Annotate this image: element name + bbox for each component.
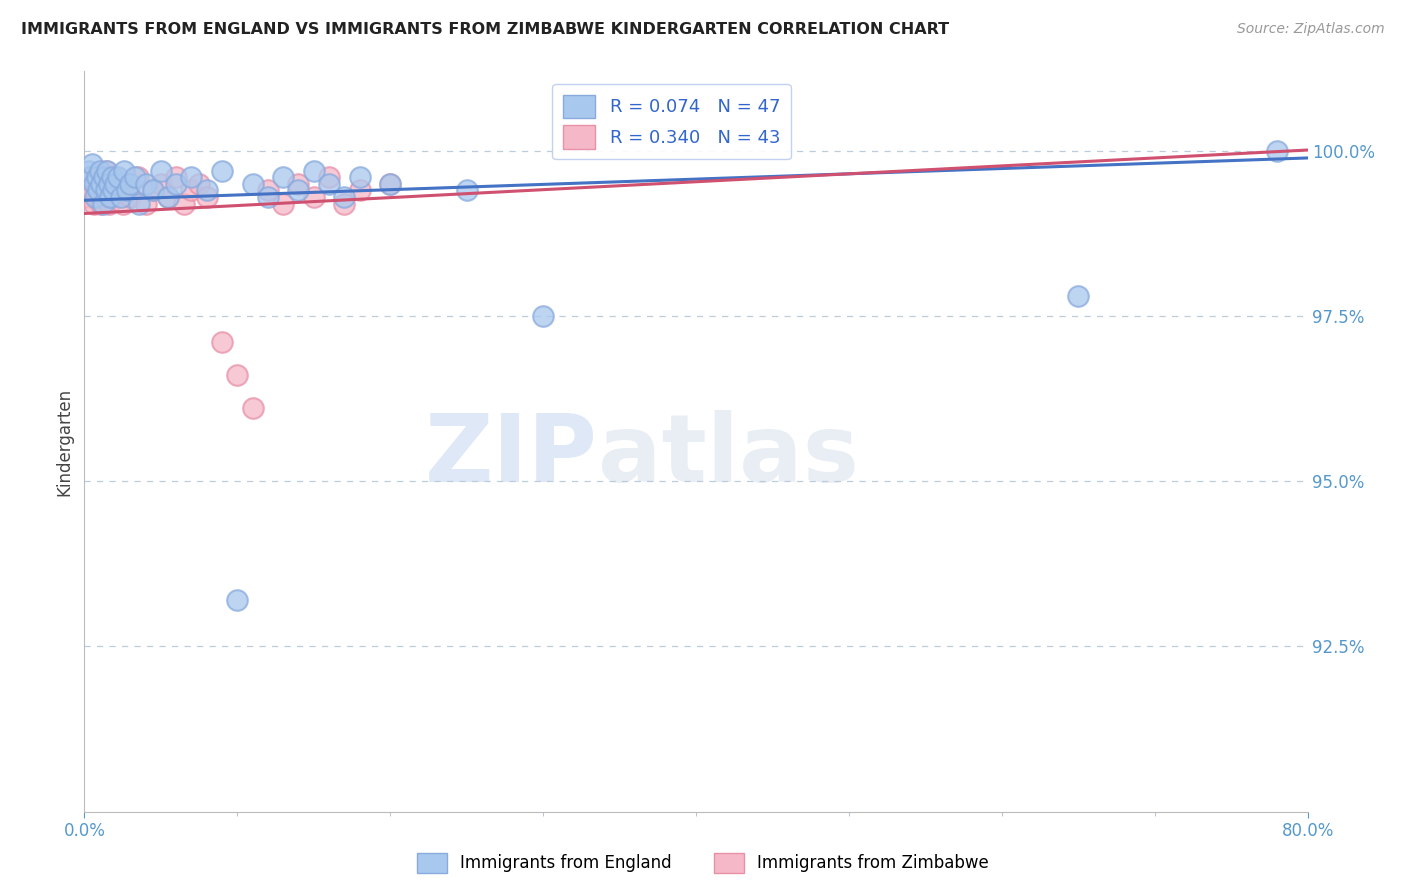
Point <box>80 183 103 197</box>
Point <box>128 196 150 211</box>
Point <box>149 163 172 178</box>
Text: ZIP: ZIP <box>425 410 598 502</box>
Point <box>103 183 125 197</box>
Point <box>302 163 325 178</box>
Point <box>93 170 115 185</box>
Point <box>287 177 309 191</box>
Point <box>211 163 233 178</box>
Point <box>149 177 172 191</box>
Point <box>157 190 180 204</box>
Point <box>157 190 180 204</box>
Point <box>195 183 218 197</box>
Point <box>98 190 121 204</box>
Point <box>107 183 129 197</box>
Legend: R = 0.074   N = 47, R = 0.340   N = 43: R = 0.074 N = 47, R = 0.340 N = 43 <box>553 84 792 160</box>
Point <box>380 177 402 191</box>
Point <box>101 170 124 185</box>
Point <box>188 177 211 191</box>
Point <box>115 183 138 197</box>
Point <box>112 163 135 178</box>
Point <box>87 170 110 185</box>
Point <box>98 177 121 191</box>
Point <box>107 170 129 185</box>
Point <box>127 170 149 185</box>
Point <box>93 190 115 204</box>
Text: IMMIGRANTS FROM ENGLAND VS IMMIGRANTS FROM ZIMBABWE KINDERGARTEN CORRELATION CHA: IMMIGRANTS FROM ENGLAND VS IMMIGRANTS FR… <box>21 22 949 37</box>
Point <box>94 183 117 197</box>
Point <box>287 183 309 197</box>
Point <box>90 177 112 191</box>
Point <box>349 183 371 197</box>
Point <box>195 190 218 204</box>
Point <box>242 401 264 416</box>
Point <box>86 190 108 204</box>
Point <box>97 177 120 191</box>
Point <box>89 163 111 178</box>
Point <box>271 196 294 211</box>
Point <box>97 196 120 211</box>
Point <box>1265 144 1288 158</box>
Point <box>142 183 165 197</box>
Point <box>96 183 118 197</box>
Point <box>257 183 280 197</box>
Point <box>456 183 478 197</box>
Point <box>84 177 107 191</box>
Point <box>120 190 142 204</box>
Point <box>226 593 249 607</box>
Point <box>173 196 195 211</box>
Point <box>531 309 554 323</box>
Point <box>380 177 402 191</box>
Point <box>257 190 280 204</box>
Point <box>77 190 100 204</box>
Point <box>101 190 124 204</box>
Point <box>84 190 107 204</box>
Point <box>76 177 98 191</box>
Point <box>333 196 356 211</box>
Point <box>302 190 325 204</box>
Point <box>318 177 340 191</box>
Point <box>77 163 100 178</box>
Point <box>135 196 157 211</box>
Point <box>111 196 134 211</box>
Point <box>96 163 118 178</box>
Point <box>318 170 340 185</box>
Point <box>91 196 114 211</box>
Point <box>104 170 127 185</box>
Point <box>349 170 371 185</box>
Text: Source: ZipAtlas.com: Source: ZipAtlas.com <box>1237 22 1385 37</box>
Point <box>211 335 233 350</box>
Point <box>91 177 114 191</box>
Point <box>83 177 105 191</box>
Point <box>142 183 165 197</box>
Point <box>80 157 103 171</box>
Point <box>1067 289 1090 303</box>
Point <box>79 170 101 185</box>
Point <box>104 177 127 191</box>
Point <box>333 190 356 204</box>
Point <box>120 177 142 191</box>
Point <box>87 183 110 197</box>
Point <box>86 170 108 185</box>
Point <box>90 196 112 211</box>
Point <box>180 183 202 197</box>
Point <box>124 170 146 185</box>
Point <box>79 170 101 185</box>
Point <box>110 190 132 204</box>
Y-axis label: Kindergarten: Kindergarten <box>55 387 73 496</box>
Point <box>271 170 294 185</box>
Point <box>83 196 105 211</box>
Point <box>226 368 249 383</box>
Point <box>165 177 187 191</box>
Point <box>94 163 117 178</box>
Legend: Immigrants from England, Immigrants from Zimbabwe: Immigrants from England, Immigrants from… <box>411 847 995 880</box>
Point <box>180 170 202 185</box>
Point <box>135 177 157 191</box>
Point <box>165 170 187 185</box>
Point <box>115 177 138 191</box>
Point <box>242 177 264 191</box>
Point <box>89 183 111 197</box>
Text: atlas: atlas <box>598 410 859 502</box>
